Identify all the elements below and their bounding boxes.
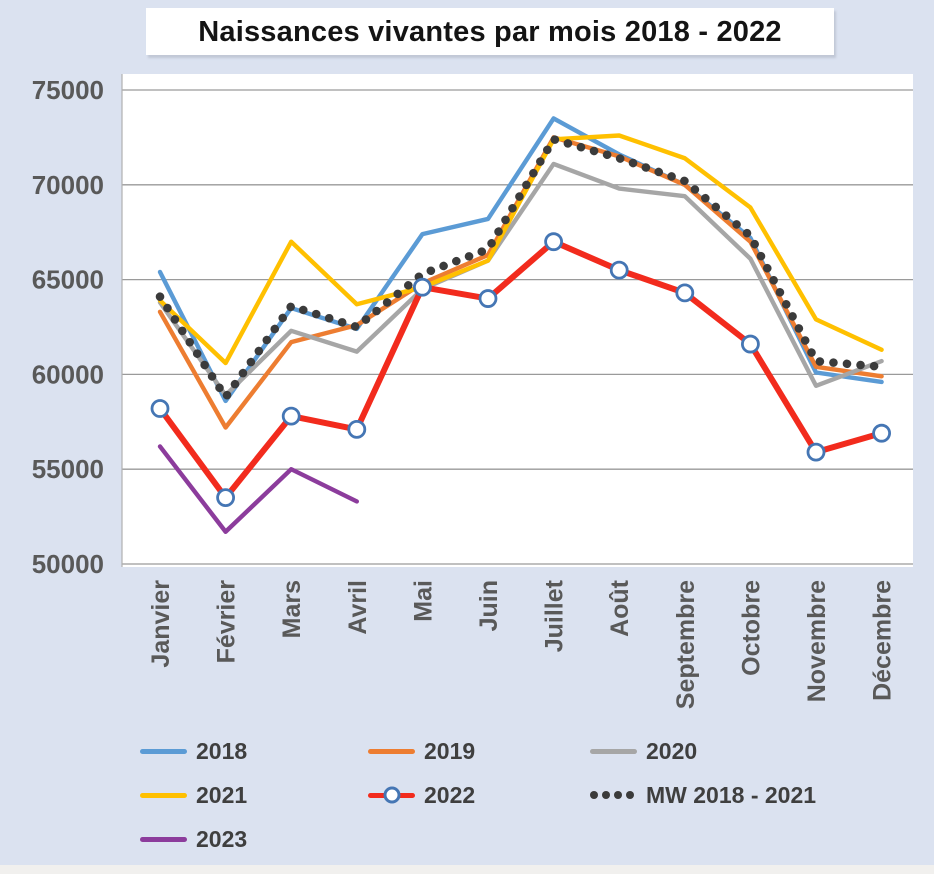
legend-swatch — [140, 742, 187, 760]
series-2020-line — [157, 161, 884, 398]
x-tick-label: Février — [213, 580, 241, 664]
series-marker — [609, 260, 629, 280]
legend-label: 2022 — [424, 781, 476, 808]
series-marker — [675, 283, 695, 303]
x-tick-label: Octobre — [737, 580, 765, 676]
bottom-strip — [0, 865, 934, 874]
y-tick-label: 65000 — [32, 265, 104, 295]
y-tick-label: 50000 — [32, 549, 104, 579]
series-marker — [544, 232, 563, 252]
series-marker — [741, 334, 760, 354]
legend-item-2023: 2023 — [140, 824, 368, 854]
series-marker — [412, 277, 432, 297]
legend-label: MW 2018 - 2021 — [646, 781, 817, 808]
series-marker — [281, 406, 301, 426]
legend-label: 2020 — [646, 737, 698, 764]
x-tick-label: Août — [606, 579, 634, 637]
series-2023-line — [157, 444, 359, 534]
x-tick-label: Juin — [475, 580, 503, 631]
legend-swatch — [368, 786, 415, 804]
x-tick-label: Décembre — [869, 580, 897, 701]
legend-label: 2018 — [196, 737, 248, 764]
chart-plot: 75000 70000 65000 60000 55000 50000 Janvier Fév… — [32, 74, 913, 709]
legend-item-2021: 2021 — [140, 780, 368, 810]
legend-item-2018: 2018 — [140, 736, 368, 766]
x-tick-label: Janvier — [147, 580, 175, 668]
series-marker — [478, 289, 498, 308]
x-tick-label: Mars — [278, 580, 306, 638]
x-tick-label: Novembre — [803, 580, 831, 702]
legend-swatch — [140, 830, 187, 848]
legend-item-2020: 2020 — [590, 736, 816, 766]
x-tick-label: Septembre — [672, 580, 700, 709]
legend-item-2019: 2019 — [368, 736, 590, 766]
y-tick-label: 55000 — [32, 454, 104, 484]
series-marker — [872, 423, 891, 443]
series-2022-line — [157, 238, 885, 501]
y-tick-label: 60000 — [32, 359, 104, 389]
legend-swatch — [590, 786, 637, 804]
chart-title: Naissances vivantes par mois 2018 - 2022 — [146, 8, 834, 55]
series-marker — [150, 399, 170, 418]
legend-swatch — [590, 742, 637, 760]
series-marker — [347, 419, 367, 439]
y-tick-label: 75000 — [32, 75, 104, 105]
legend-swatch — [368, 742, 415, 760]
series-mw-dotted-line — [155, 135, 886, 402]
y-tick-label: 70000 — [32, 170, 104, 200]
legend-item-2022: 2022 — [368, 780, 590, 810]
series-marker — [216, 488, 236, 508]
x-tick-label: Avril — [344, 580, 372, 635]
plot-area — [122, 74, 913, 567]
legend-item-MW2018-2021: MW 2018 - 2021 — [590, 780, 816, 810]
x-tick-label: Juillet — [541, 579, 569, 652]
series-marker — [806, 442, 826, 462]
legend-label: 2019 — [424, 737, 476, 764]
legend-label: 2023 — [196, 825, 248, 852]
chart-legend: 2018 2019 2020 2021 2022 MW 2018 - 2021 2023 — [140, 736, 816, 854]
legend-swatch — [140, 786, 187, 804]
legend-label: 2021 — [196, 781, 248, 808]
x-tick-label: Mai — [409, 580, 437, 622]
